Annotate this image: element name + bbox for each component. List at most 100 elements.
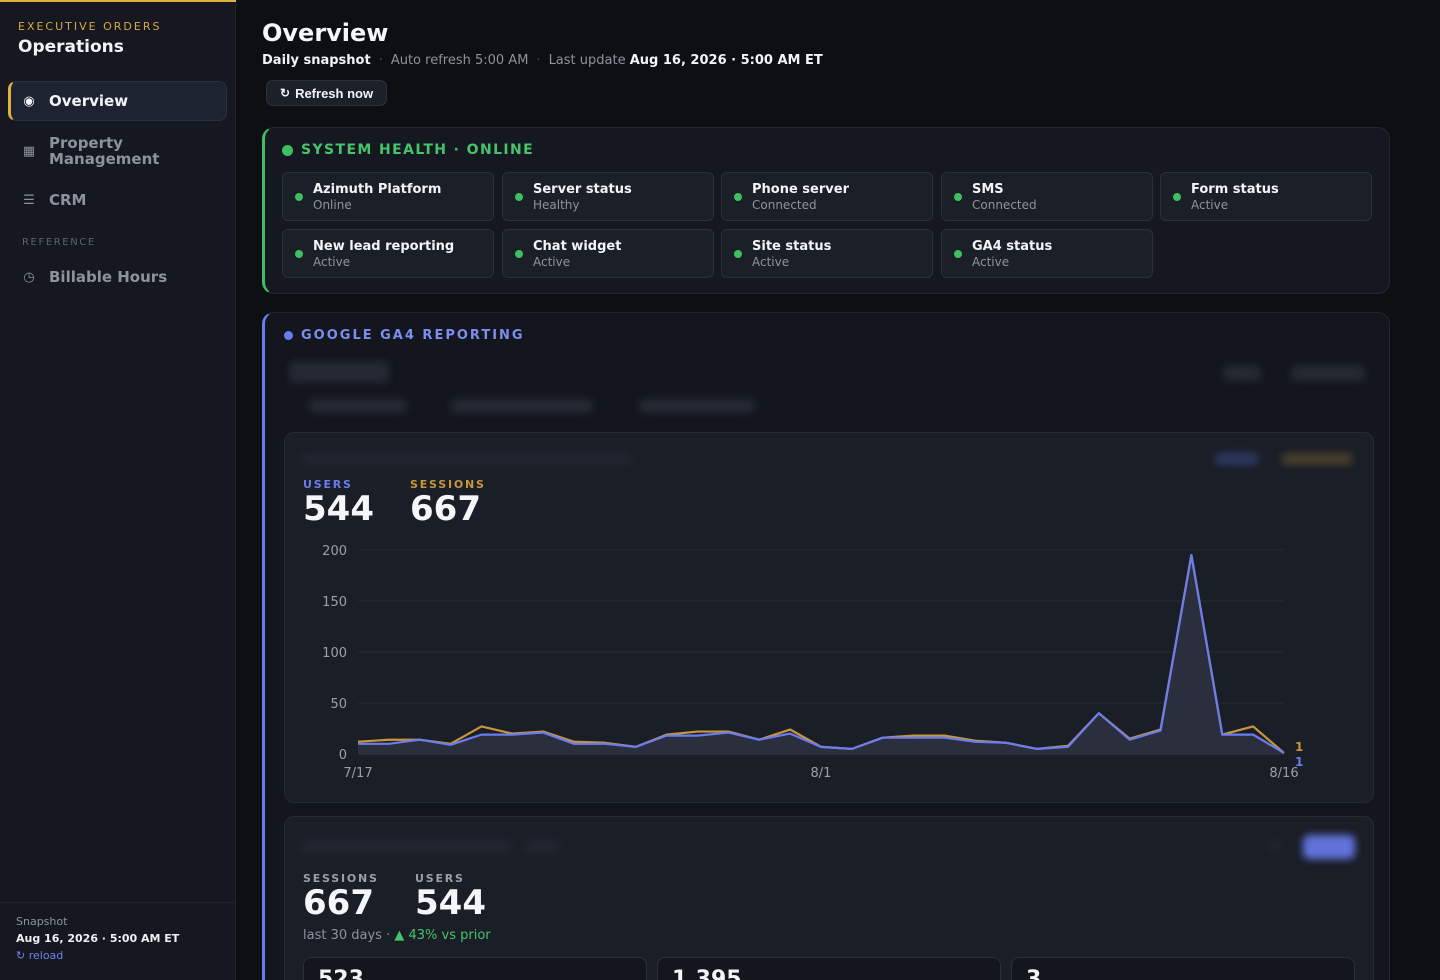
health-item-name: Server status	[533, 182, 632, 197]
summary-change: ▲ 43% vs prior	[394, 928, 491, 943]
blurred-tab	[309, 399, 407, 413]
header-subline: Daily snapshot · Auto refresh 5:00 AM · Last…	[262, 53, 823, 68]
health-card: Site status Active	[721, 229, 933, 278]
kpi-users-label: USERS	[303, 478, 353, 491]
series-area-users	[358, 555, 1284, 754]
mini-stat-card: 523	[303, 957, 647, 980]
blurred-button	[1223, 365, 1261, 381]
blurred-badge	[525, 839, 559, 853]
sessions-summary-card: SESSIONS 667 USERS 544 last 30 days · ▲ …	[284, 816, 1374, 980]
health-item-status: Connected	[972, 198, 1037, 212]
mini-stat-value: 523	[318, 967, 364, 980]
health-item-status: Active	[313, 255, 351, 269]
sidebar-item-overview[interactable]: ◉ Overview	[8, 81, 227, 121]
ga4-title-text: GOOGLE GA4 REPORTING	[301, 328, 525, 343]
x-tick-label: 8/1	[811, 766, 832, 781]
health-item-status: Active	[972, 255, 1010, 269]
blurred-icon	[1269, 839, 1281, 853]
blurred-tab	[639, 399, 755, 413]
mini-stat-value: 1,395	[672, 967, 742, 980]
y-tick-label: 50	[330, 697, 347, 712]
ga4-status-icon	[284, 331, 293, 340]
status-ok-icon	[1173, 193, 1181, 201]
health-card: Server status Healthy	[502, 172, 714, 221]
health-item-name: SMS	[972, 182, 1004, 197]
summary-sessions-value: 667	[303, 883, 374, 923]
mini-stat-value: 3	[1026, 967, 1042, 980]
list-icon: ☰	[23, 192, 35, 208]
kpi-users-value: 544	[303, 489, 374, 529]
sidebar-item-label: Property Management	[49, 134, 160, 168]
x-tick-label: 7/17	[343, 766, 372, 781]
snapshot-date: Aug 16, 2026 · 5:00 AM ET	[16, 932, 180, 945]
snapshot-label: Snapshot	[16, 915, 68, 928]
refresh-icon: ↻	[280, 86, 291, 100]
sidebar-item-crm[interactable]: ☰ CRM	[8, 185, 227, 215]
health-card: SMS Connected	[941, 172, 1153, 221]
sidebar-item-property-management[interactable]: ▦ Property Management	[8, 131, 227, 171]
brand-kicker: EXECUTIVE ORDERS	[18, 20, 162, 33]
health-card: Form status Active	[1160, 172, 1372, 221]
nav-section-reference: REFERENCE	[22, 237, 96, 248]
last-update-value: Aug 16, 2026 · 5:00 AM ET	[629, 53, 823, 68]
y-tick-label: 0	[339, 748, 347, 763]
series-line-users	[358, 553, 1285, 754]
status-ok-icon	[295, 250, 303, 258]
series-line-sessions	[357, 553, 1285, 754]
health-card: GA4 status Active	[941, 229, 1153, 278]
online-status-icon	[282, 144, 293, 156]
health-item-status: Online	[313, 198, 352, 212]
reload-link[interactable]: ↻ reload	[16, 949, 64, 962]
series-end-label: 1	[1295, 740, 1303, 754]
clock-icon: ◷	[23, 269, 35, 285]
health-card: Phone server Connected	[721, 172, 933, 221]
health-item-name: New lead reporting	[313, 239, 455, 254]
health-item-name: Azimuth Platform	[313, 182, 442, 197]
mini-stat-card: 1,395	[657, 957, 1001, 980]
page-title: Overview	[262, 19, 389, 47]
sidebar-item-billable-hours[interactable]: ◷ Billable Hours	[8, 262, 227, 292]
health-item-name: Phone server	[752, 182, 849, 197]
health-item-status: Healthy	[533, 198, 580, 212]
blurred-caption	[301, 839, 511, 853]
refresh-now-button[interactable]: ↻ Refresh now	[266, 80, 388, 106]
health-card: New lead reporting Active	[282, 229, 494, 278]
summary-sessions-label: SESSIONS	[303, 872, 379, 885]
mini-stat-card: 3	[1011, 957, 1355, 980]
traffic-chart-card: USERS 544 SESSIONS 667 0 50 100 150 200 7/17 8…	[284, 432, 1374, 803]
status-ok-icon	[734, 193, 742, 201]
blurred-action-button[interactable]	[1303, 835, 1355, 859]
system-health-title: SYSTEM HEALTH · ONLINE	[282, 142, 534, 158]
health-item-name: Site status	[752, 239, 832, 254]
health-title-text: SYSTEM HEALTH · ONLINE	[301, 142, 535, 158]
brand-title: Operations	[18, 37, 124, 57]
y-tick-label: 150	[322, 595, 347, 610]
health-item-status: Active	[533, 255, 571, 269]
x-tick-label: 8/16	[1269, 766, 1298, 781]
auto-refresh-text: Auto refresh 5:00 AM	[390, 53, 529, 68]
status-ok-icon	[515, 193, 523, 201]
sidebar-item-label: CRM	[49, 191, 87, 209]
health-item-status: Active	[752, 255, 790, 269]
status-ok-icon	[515, 250, 523, 258]
status-ok-icon	[734, 250, 742, 258]
blurred-select	[289, 361, 389, 383]
sidebar-item-label: Billable Hours	[49, 268, 168, 286]
health-card: Chat widget Active	[502, 229, 714, 278]
system-health-panel: SYSTEM HEALTH · ONLINE Azimuth Platform O…	[262, 127, 1390, 294]
summary-users-label: USERS	[415, 872, 465, 885]
blurred-caption	[301, 453, 631, 465]
health-item-name: Form status	[1191, 182, 1279, 197]
summary-period-text: last 30 days ·	[303, 928, 391, 943]
sidebar-accent-line	[0, 0, 236, 2]
snapshot-type: Daily snapshot	[262, 53, 371, 68]
sidebar-item-label: Overview	[49, 92, 129, 110]
health-item-name: Chat widget	[533, 239, 622, 254]
blurred-legend	[1281, 453, 1353, 465]
kpi-sessions-value: 667	[410, 489, 481, 529]
grid-icon: ▦	[22, 143, 36, 159]
status-ok-icon	[295, 193, 303, 201]
summary-period: last 30 days · ▲ 43% vs prior	[303, 928, 491, 943]
status-ok-icon	[954, 193, 962, 201]
